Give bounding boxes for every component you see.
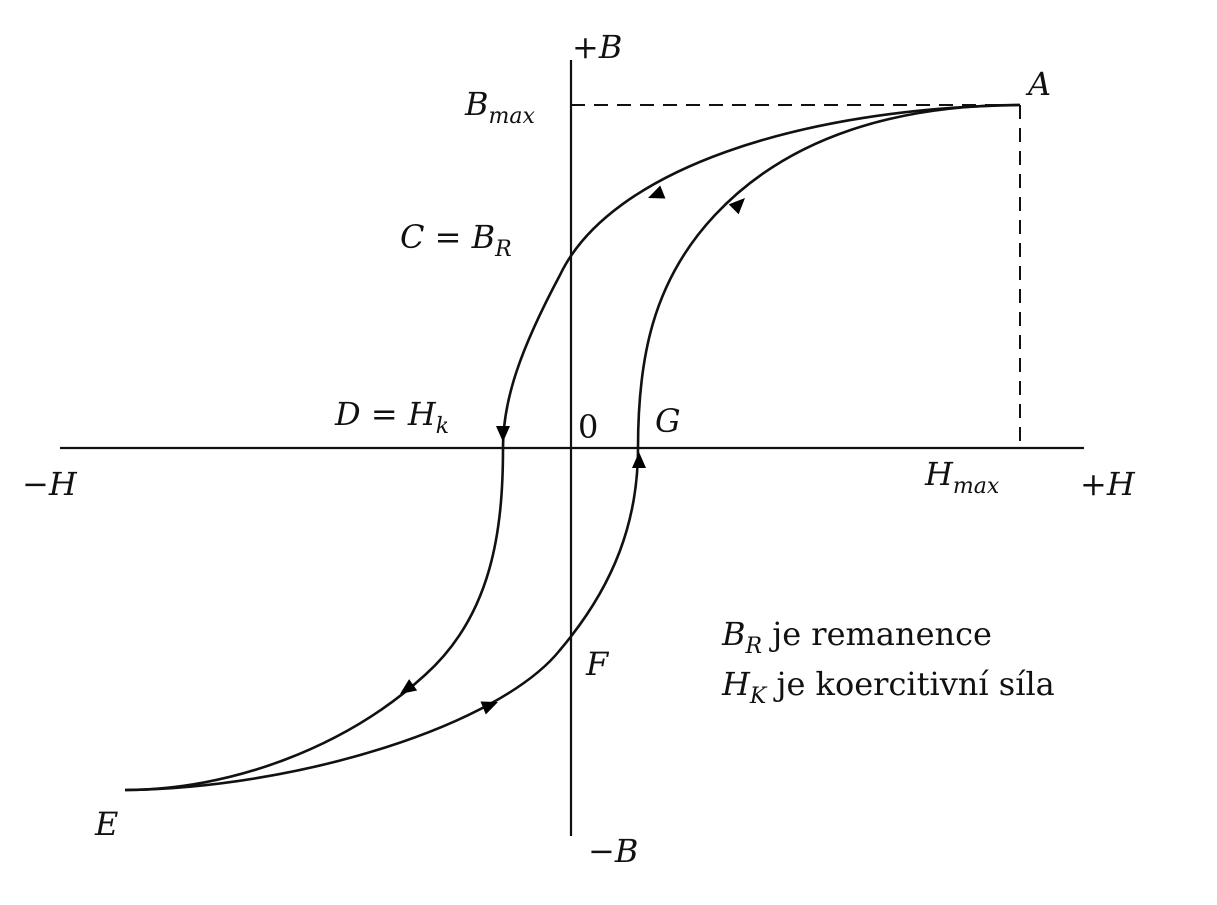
- plus-b-label: +B: [572, 28, 622, 66]
- legend-line-coercivity: HK je koercitivní síla: [721, 665, 1055, 709]
- point-g-label: G: [655, 402, 681, 440]
- descending-branch: [124, 103, 1021, 792]
- arrow-icon: [632, 452, 646, 468]
- point-d-label: D = Hk: [334, 395, 449, 439]
- point-a-label: A: [1025, 65, 1051, 103]
- point-f-label: F: [585, 645, 610, 683]
- legend-line-remanence: BR je remanence: [721, 615, 992, 659]
- hmax-label: Hmax: [924, 455, 1000, 499]
- arrow-icon: [480, 701, 498, 715]
- ascending-branch: [124, 103, 1021, 792]
- plus-h-label: +H: [1080, 465, 1136, 503]
- arrow-icon: [400, 679, 418, 694]
- origin-label: 0: [578, 408, 598, 446]
- arrow-icon: [496, 426, 510, 442]
- arrows: [400, 185, 745, 715]
- point-e-label: E: [94, 805, 118, 843]
- bmax-label: Bmax: [464, 85, 535, 129]
- minus-h-label: −H: [22, 465, 78, 503]
- minus-b-label: −B: [588, 832, 638, 870]
- point-c-label: C = BR: [400, 218, 512, 262]
- arrow-icon: [728, 198, 745, 215]
- arrow-icon: [648, 185, 666, 199]
